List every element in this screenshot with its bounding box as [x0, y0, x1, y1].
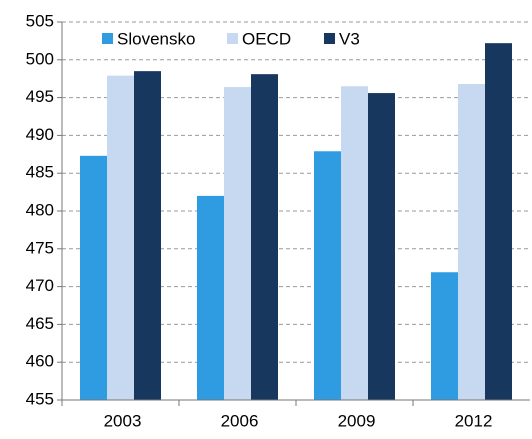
bar — [251, 74, 278, 400]
bar — [134, 71, 161, 400]
y-tick-label: 495 — [26, 87, 54, 106]
bar — [485, 43, 512, 400]
y-tick-label: 475 — [26, 238, 54, 257]
bar — [431, 272, 458, 400]
legend-swatch — [102, 33, 113, 44]
x-tick-label: 2003 — [104, 411, 142, 430]
legend-label: V3 — [339, 29, 360, 48]
bar — [314, 151, 341, 400]
y-tick-label: 490 — [26, 125, 54, 144]
y-tick-label: 500 — [26, 49, 54, 68]
x-tick-label: 2006 — [221, 411, 259, 430]
bar — [197, 195, 224, 400]
legend-swatch — [324, 33, 335, 44]
y-tick-label: 470 — [26, 276, 54, 295]
bar — [224, 87, 251, 401]
y-tick-label: 465 — [26, 314, 54, 333]
y-tick-label: 455 — [26, 389, 54, 408]
y-tick-label: 480 — [26, 200, 54, 219]
legend-label: Slovensko — [117, 29, 195, 48]
y-tick-label: 505 — [26, 11, 54, 30]
y-tick-label: 460 — [26, 352, 54, 371]
y-tick-label: 485 — [26, 163, 54, 182]
bar — [80, 155, 107, 400]
bar — [368, 93, 395, 401]
x-tick-label: 2009 — [338, 411, 376, 430]
legend-label: OECD — [242, 29, 291, 48]
bar — [458, 83, 485, 400]
bar — [107, 75, 134, 401]
legend-swatch — [227, 33, 238, 44]
x-tick-label: 2012 — [455, 411, 493, 430]
bar — [341, 86, 368, 400]
